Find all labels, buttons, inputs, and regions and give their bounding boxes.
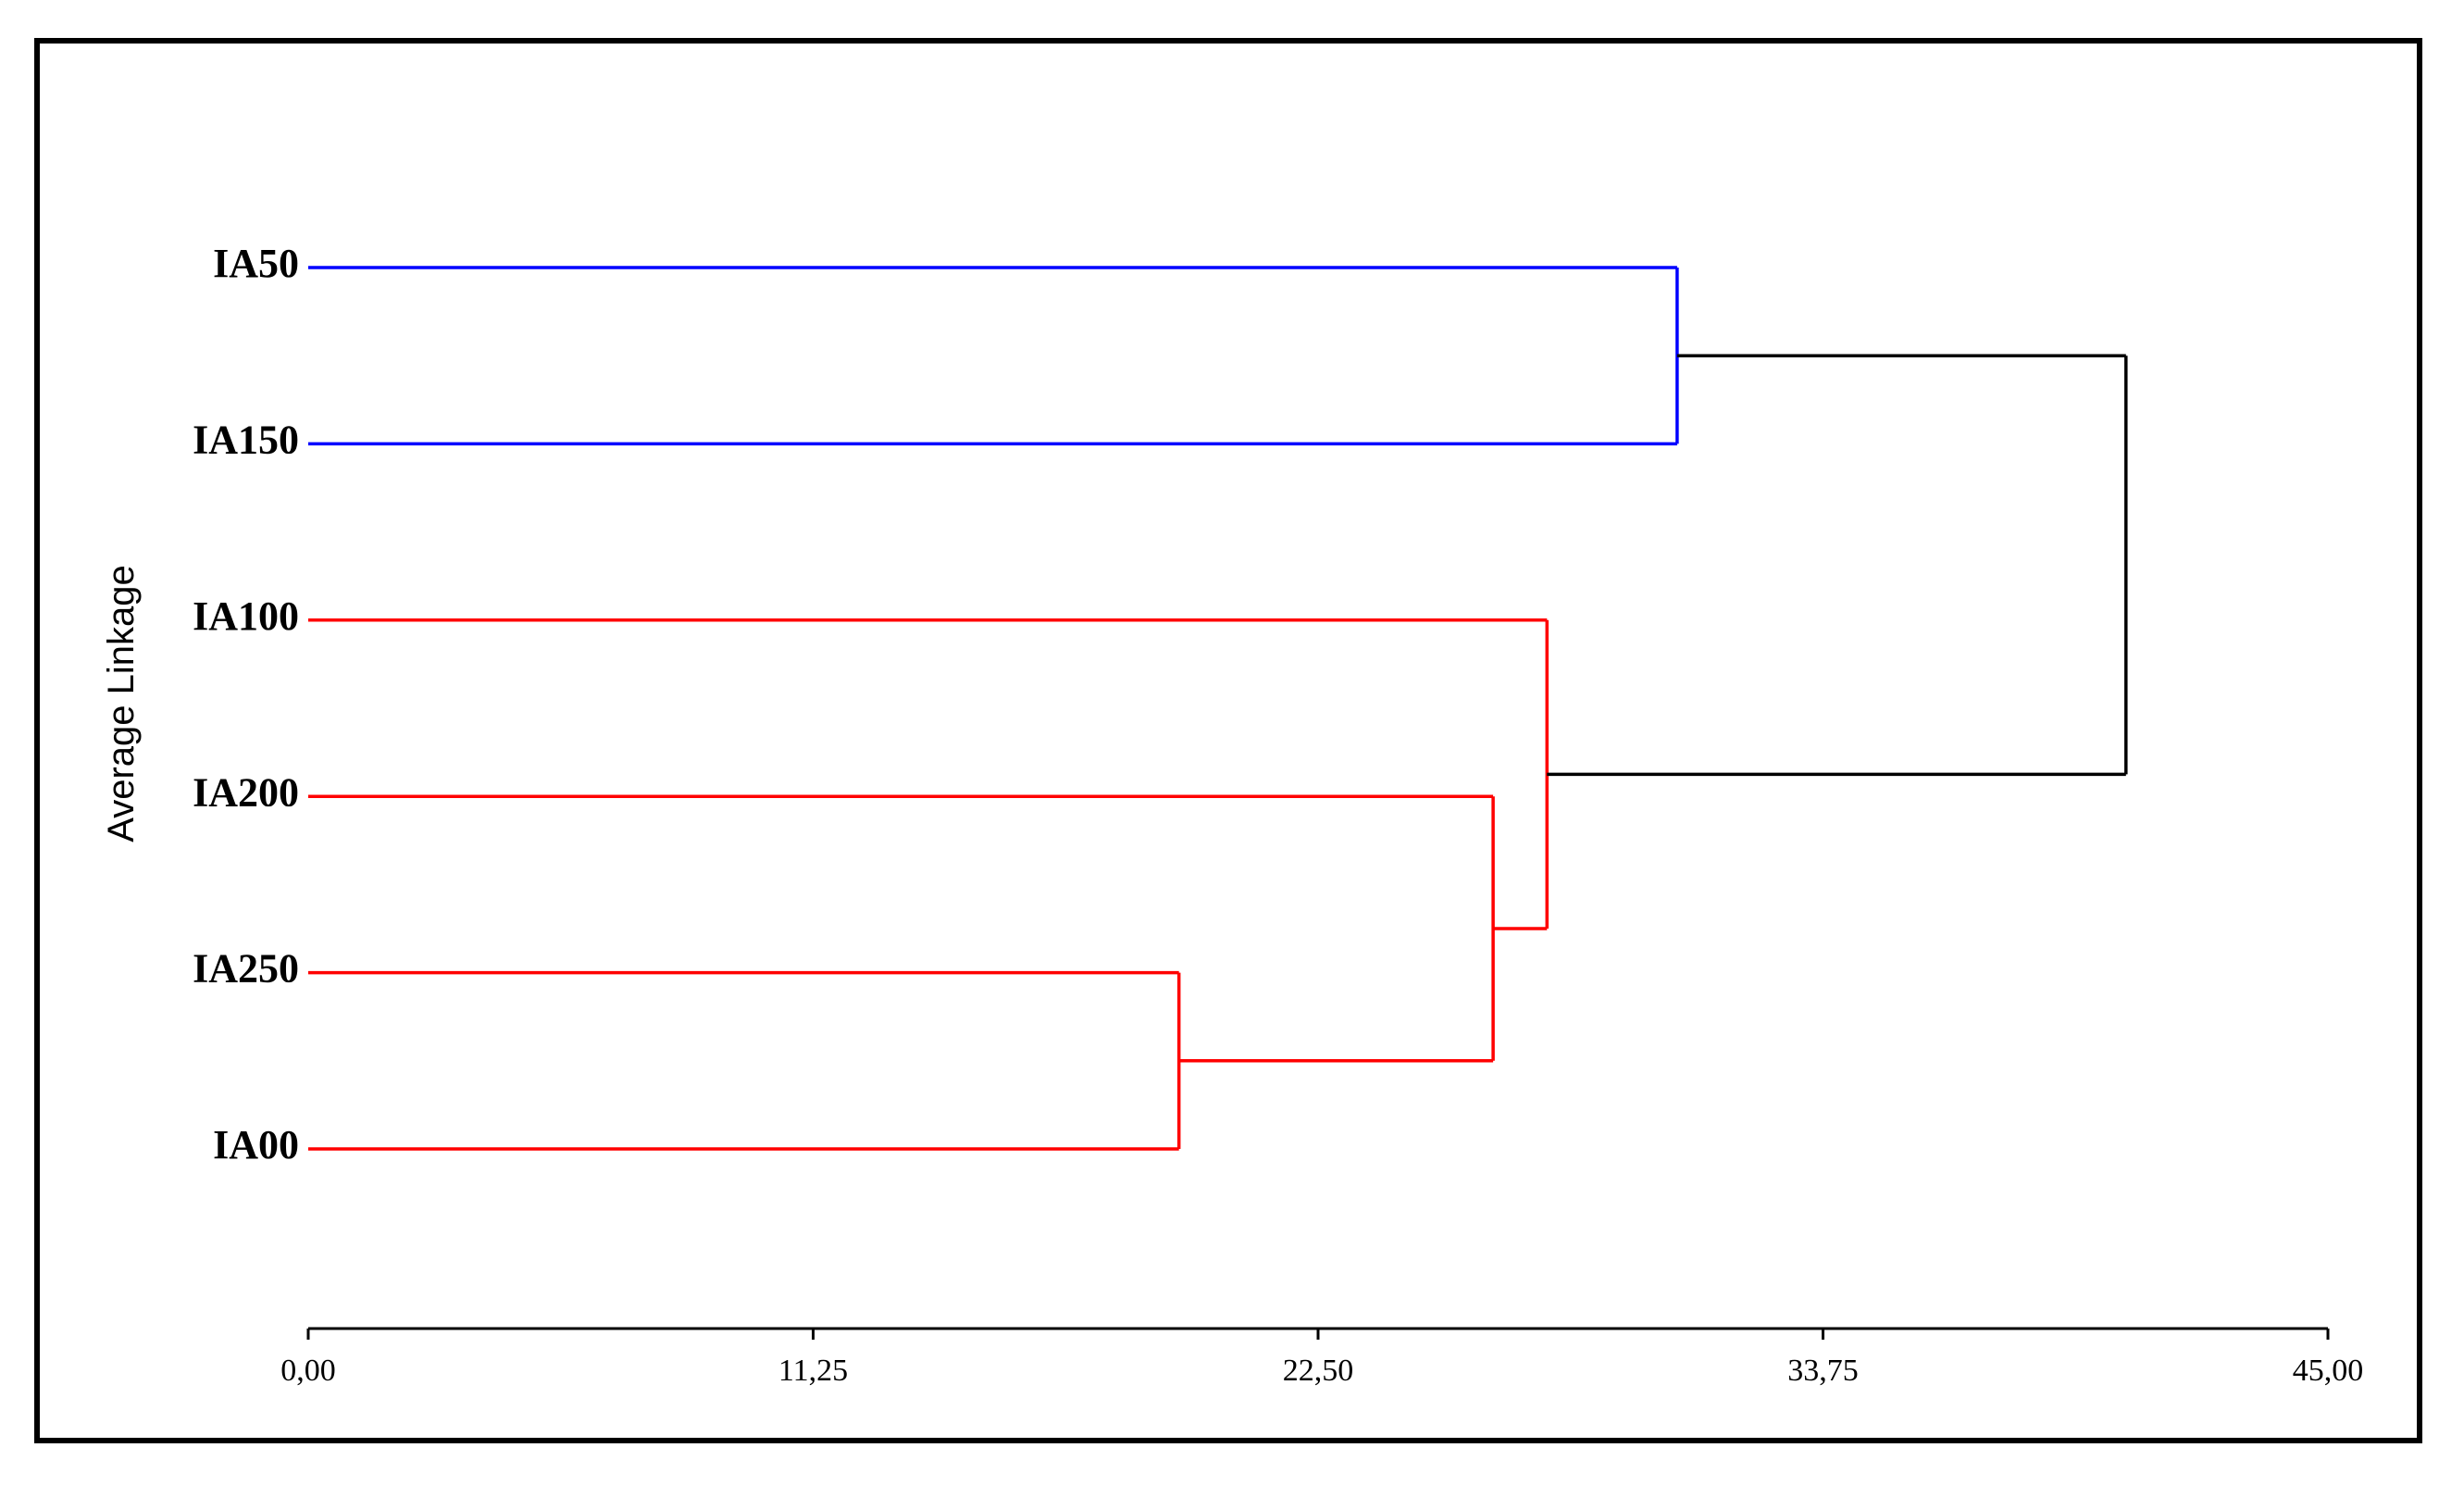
x-tick-label: 22,50 bbox=[1283, 1354, 1354, 1388]
leaf-label: IA150 bbox=[193, 417, 299, 462]
leaf-label: IA50 bbox=[213, 241, 299, 286]
leaf-label: IA200 bbox=[193, 769, 299, 815]
x-tick-label: 0,00 bbox=[280, 1354, 336, 1388]
y-axis-label: Average Linkage bbox=[101, 565, 142, 842]
frame bbox=[34, 38, 2422, 1443]
x-tick-label: 11,25 bbox=[778, 1354, 848, 1388]
leaf-label: IA00 bbox=[213, 1122, 299, 1167]
x-tick-label: 45,00 bbox=[2293, 1354, 2364, 1388]
leaf-label: IA100 bbox=[193, 593, 299, 639]
x-tick-label: 33,75 bbox=[1787, 1354, 1859, 1388]
leaf-label: IA250 bbox=[193, 946, 299, 992]
